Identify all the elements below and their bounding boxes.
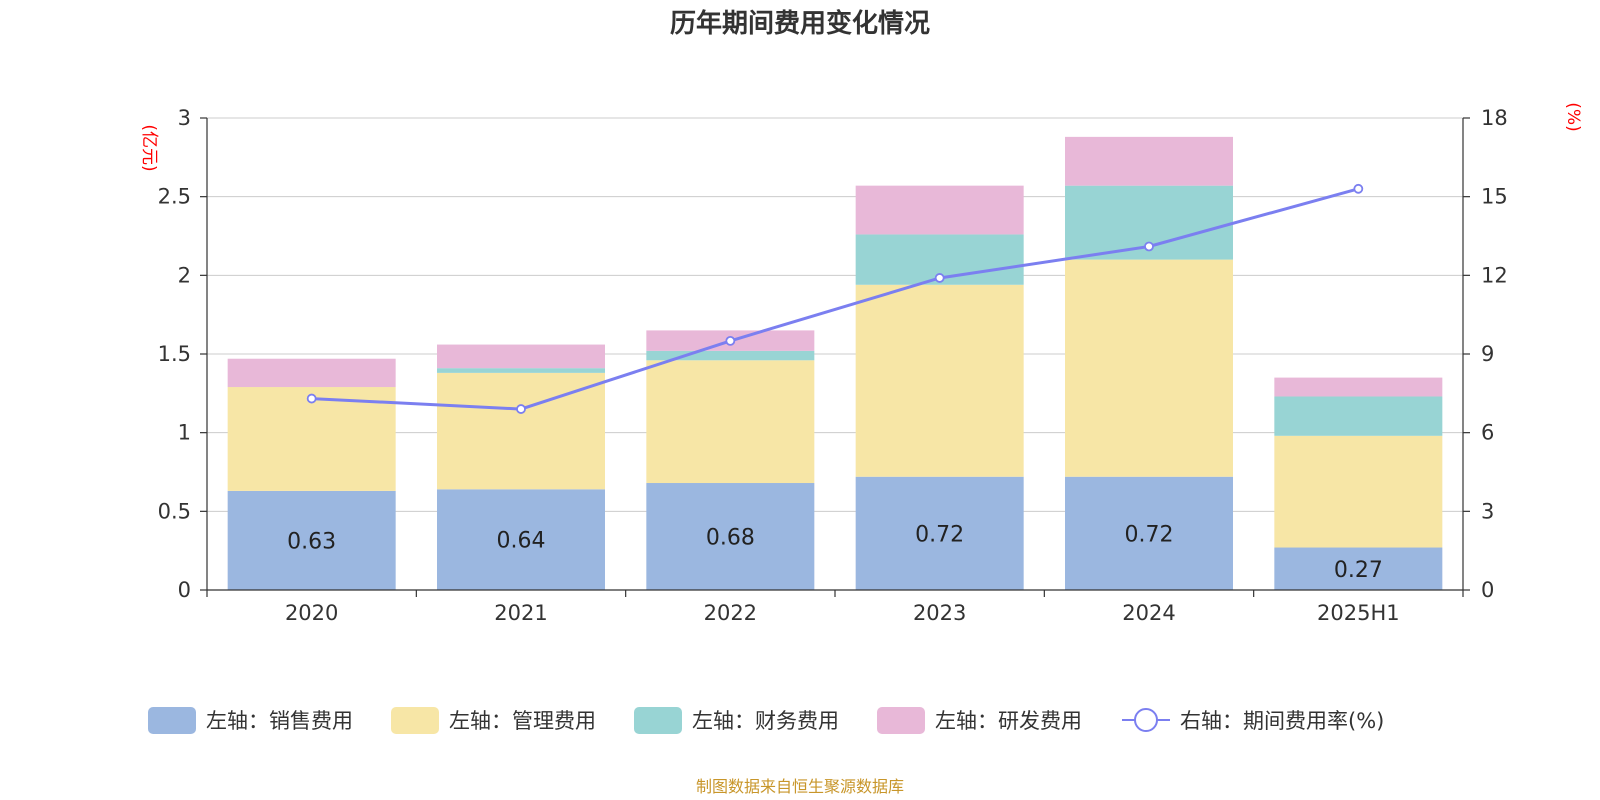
bar-data-label: 0.64	[497, 529, 546, 554]
rate-point	[516, 404, 526, 414]
legend-label: 左轴：管理费用	[449, 709, 596, 733]
bar-segment	[646, 483, 815, 590]
x-tick-label: 2024	[1122, 601, 1175, 625]
bar-segment	[1274, 435, 1443, 548]
left-axis-unit: (亿元)	[139, 124, 159, 171]
left-tick-label: 1	[178, 421, 191, 445]
bar-segment	[855, 185, 1024, 235]
right-tick-label: 12	[1481, 263, 1508, 287]
x-tick-label: 2021	[494, 601, 547, 625]
right-tick-label: 3	[1481, 499, 1494, 523]
rate-point	[934, 273, 945, 283]
axes: 0 0.5 1 1.5 2 2.5 3 0 3 6 9 12 15 18 2020 2021 2022 2023 2…	[158, 106, 1508, 625]
x-tick-label: 2025H1	[1317, 601, 1400, 625]
bar-data-label: 0.63	[287, 529, 336, 554]
bar-segment	[1274, 547, 1443, 590]
bar-segment	[437, 489, 605, 590]
right-axis-unit: (%)	[1563, 102, 1583, 131]
left-tick-label: 2.5	[158, 185, 191, 209]
rate-point	[1353, 183, 1364, 194]
right-tick-label: 9	[1481, 342, 1494, 366]
right-tick-label: 18	[1481, 106, 1508, 130]
legend-label: 左轴：研发费用	[935, 709, 1082, 733]
left-tick-label: 0	[178, 578, 191, 602]
rate-point	[1144, 241, 1154, 252]
bar-segment	[646, 350, 815, 361]
bar-data-label: 0.72	[1125, 522, 1174, 547]
legend-marker	[1134, 708, 1158, 732]
bar-segment	[227, 387, 396, 491]
legend-swatch	[148, 707, 196, 734]
bar-data-label: 0.27	[1334, 558, 1383, 583]
gridlines	[207, 117, 1463, 512]
bar-data-label: 0.68	[706, 526, 755, 551]
right-tick-label: 0	[1481, 578, 1494, 602]
legend-label: 左轴：财务费用	[692, 709, 839, 733]
bar-segment	[437, 368, 605, 373]
right-tick-label: 15	[1481, 185, 1508, 209]
left-tick-label: 3	[178, 106, 191, 130]
legend-label: 右轴：期间费用率(%)	[1180, 709, 1384, 733]
bar-series: 0.63 0.64 0.68 0.72 0.72 0.27	[227, 136, 1443, 590]
x-tick-label: 2023	[913, 601, 966, 625]
bar-segment	[1274, 377, 1443, 397]
rate-point	[306, 393, 317, 404]
rate-point	[725, 335, 736, 346]
rate-line	[311, 187, 1359, 411]
source-note: 制图数据来自恒生聚源数据库	[696, 777, 904, 796]
line-series	[306, 183, 1364, 414]
bar-segment	[1274, 396, 1443, 436]
bar-segment	[437, 344, 605, 369]
bar-segment	[1065, 259, 1233, 477]
left-tick-label: 1.5	[158, 342, 191, 366]
bar-segment	[1065, 136, 1233, 186]
bar-data-label: 0.72	[915, 522, 964, 547]
bar-segment	[646, 360, 815, 484]
legend-label: 左轴：销售费用	[206, 709, 353, 733]
bar-segment	[855, 476, 1024, 590]
bar-segment	[227, 358, 396, 388]
right-tick-label: 6	[1481, 421, 1494, 445]
legend-swatch	[877, 707, 925, 734]
chart-title: 历年期间费用变化情况	[670, 8, 930, 39]
x-tick-label: 2022	[704, 601, 757, 625]
x-tick-label: 2020	[285, 601, 338, 625]
bar-segment	[1065, 476, 1233, 590]
left-tick-label: 0.5	[158, 499, 191, 523]
legend-swatch	[634, 707, 682, 734]
legend: 左轴：销售费用 左轴：管理费用 左轴：财务费用 左轴：研发费用 右轴：期间费用率(%)	[148, 707, 1384, 734]
legend-swatch	[391, 707, 439, 734]
left-tick-label: 2	[178, 263, 191, 287]
bar-segment	[855, 284, 1024, 477]
bar-segment	[227, 490, 396, 590]
